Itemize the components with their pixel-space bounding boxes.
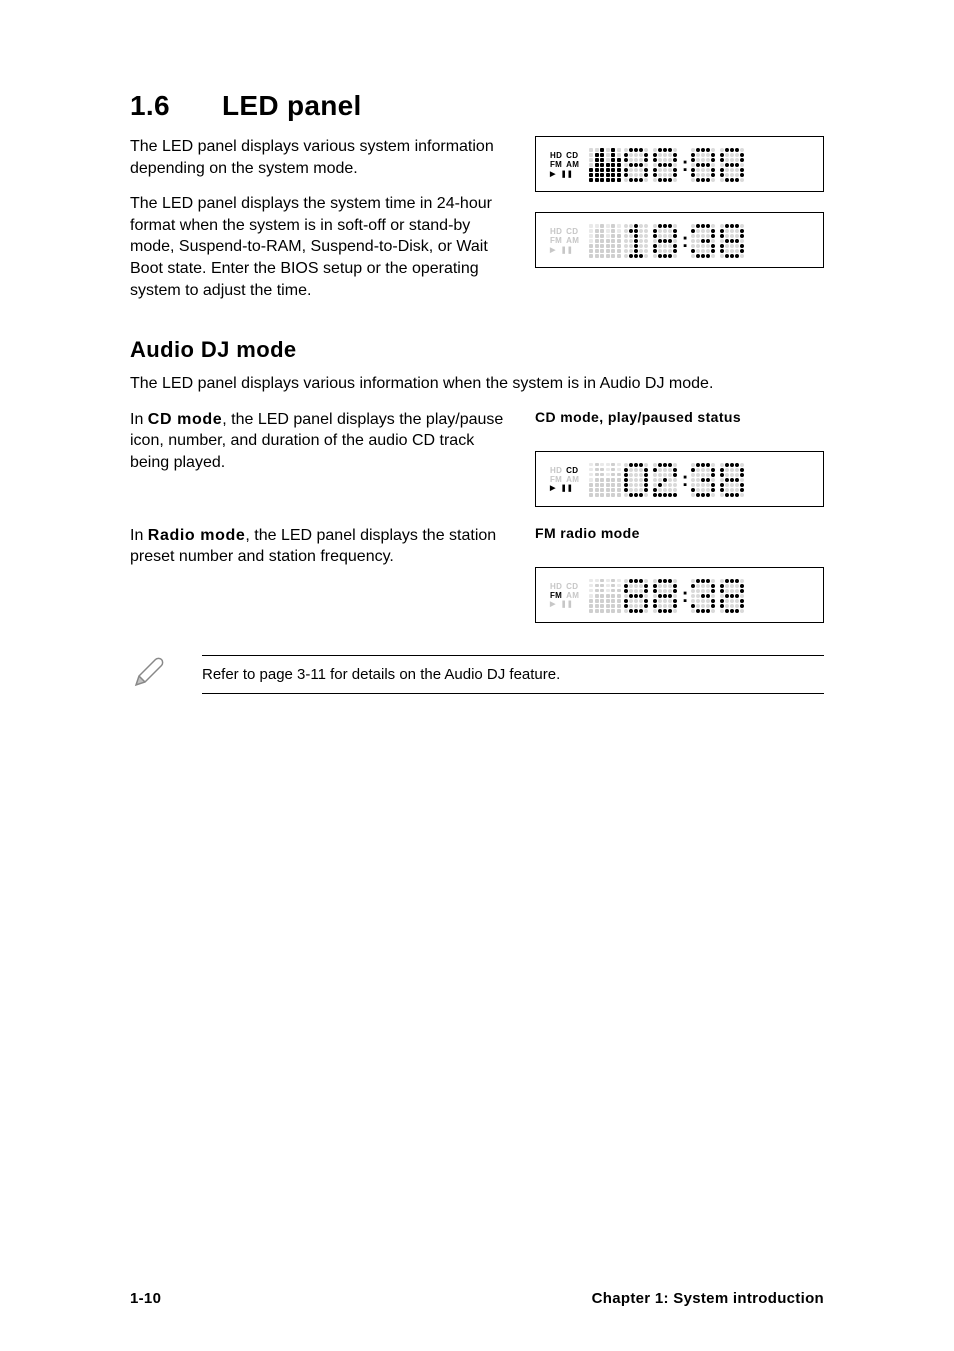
indicator-am: AM xyxy=(566,160,579,169)
colon: : xyxy=(682,224,688,258)
indicator-fm: FM xyxy=(550,236,562,245)
digit xyxy=(624,148,650,182)
indicator-cd: CD xyxy=(566,227,578,236)
radio-mode-block: In Radio mode, the LED panel displays th… xyxy=(130,525,824,623)
digit xyxy=(691,224,717,258)
led-panel-fm: HD CD FM AM ▶ ❚❚: xyxy=(535,567,824,623)
panel-indicators: HD CD FM AM ▶ ❚❚ xyxy=(550,582,579,609)
chapter-label: Chapter 1: System introduction xyxy=(592,1290,824,1307)
note-text: Refer to page 3-11 for details on the Au… xyxy=(202,655,824,694)
digit xyxy=(720,463,746,497)
digit xyxy=(691,148,717,182)
indicator-fm: FM xyxy=(550,475,562,484)
cd-caption: CD mode, play/paused status xyxy=(535,409,824,425)
digit xyxy=(720,579,746,613)
cd-bold: CD mode xyxy=(148,411,222,428)
indicator-hd: HD xyxy=(550,227,562,236)
intro-para-1: The LED panel displays various system in… xyxy=(130,136,505,179)
indicator-cd: CD xyxy=(566,466,578,475)
digit xyxy=(624,463,650,497)
pause-icon: ❚❚ xyxy=(561,171,573,179)
led-panel-full: HD CD FM AM ▶ ❚❚: xyxy=(535,136,824,192)
led-panel-cd: HD CD FM AM ▶ ❚❚: xyxy=(535,451,824,507)
section-title: LED panel xyxy=(222,90,362,121)
indicator-am: AM xyxy=(566,475,579,484)
digit xyxy=(653,463,679,497)
play-icon: ▶ xyxy=(550,601,556,609)
panel-indicators: HD CD FM AM ▶ ❚❚ xyxy=(550,466,579,493)
intro-para-2: The LED panel displays the system time i… xyxy=(130,193,505,301)
pause-icon: ❚❚ xyxy=(561,601,573,609)
cd-mode-text: In CD mode, the LED panel displays the p… xyxy=(130,409,505,474)
play-icon: ▶ xyxy=(550,485,556,493)
indicator-cd: CD xyxy=(566,582,578,591)
digit xyxy=(720,224,746,258)
led-panel-time: HD CD FM AM ▶ ❚❚: xyxy=(535,212,824,268)
section-heading: 1.6LED panel xyxy=(130,90,824,122)
note-block: Refer to page 3-11 for details on the Au… xyxy=(130,655,824,694)
pause-icon: ❚❚ xyxy=(561,485,573,493)
audio-dj-heading: Audio DJ mode xyxy=(130,337,824,363)
indicator-hd: HD xyxy=(550,466,562,475)
digit-area: : xyxy=(587,579,809,613)
digit-area: : xyxy=(587,148,809,182)
indicator-am: AM xyxy=(566,591,579,600)
panel-indicators: HD CD FM AM ▶ ❚❚ xyxy=(550,227,579,254)
indicator-cd: CD xyxy=(566,151,578,160)
digit xyxy=(691,579,717,613)
colon: : xyxy=(682,463,688,497)
section-number: 1.6 xyxy=(130,90,222,122)
digit-area: : xyxy=(587,463,809,497)
audio-dj-intro: The LED panel displays various informati… xyxy=(130,373,824,395)
digit xyxy=(653,579,679,613)
cd-mode-block: In CD mode, the LED panel displays the p… xyxy=(130,409,824,507)
indicator-am: AM xyxy=(566,236,579,245)
digit xyxy=(624,224,650,258)
indicator-hd: HD xyxy=(550,151,562,160)
colon: : xyxy=(682,579,688,613)
pencil-icon xyxy=(130,655,166,691)
panel-indicators: HD CD FM AM ▶ ❚❚ xyxy=(550,151,579,178)
digit xyxy=(691,463,717,497)
radio-bold: Radio mode xyxy=(148,527,246,544)
digit xyxy=(624,579,650,613)
colon: : xyxy=(682,148,688,182)
indicator-hd: HD xyxy=(550,582,562,591)
digit xyxy=(653,148,679,182)
intro-block: The LED panel displays various system in… xyxy=(130,136,824,315)
pause-icon: ❚❚ xyxy=(561,247,573,255)
indicator-fm: FM xyxy=(550,591,562,600)
digit-area: : xyxy=(587,224,809,258)
radio-prefix: In xyxy=(130,527,148,544)
digit xyxy=(720,148,746,182)
radio-mode-text: In Radio mode, the LED panel displays th… xyxy=(130,525,505,568)
page-footer: 1-10 Chapter 1: System introduction xyxy=(130,1290,824,1311)
play-icon: ▶ xyxy=(550,171,556,179)
play-icon: ▶ xyxy=(550,247,556,255)
cd-prefix: In xyxy=(130,411,148,428)
digit xyxy=(653,224,679,258)
indicator-fm: FM xyxy=(550,160,562,169)
fm-caption: FM radio mode xyxy=(535,525,824,541)
page-number: 1-10 xyxy=(130,1290,161,1307)
